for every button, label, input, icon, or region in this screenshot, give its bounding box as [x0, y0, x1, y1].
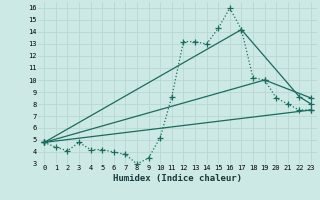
X-axis label: Humidex (Indice chaleur): Humidex (Indice chaleur)	[113, 174, 242, 183]
